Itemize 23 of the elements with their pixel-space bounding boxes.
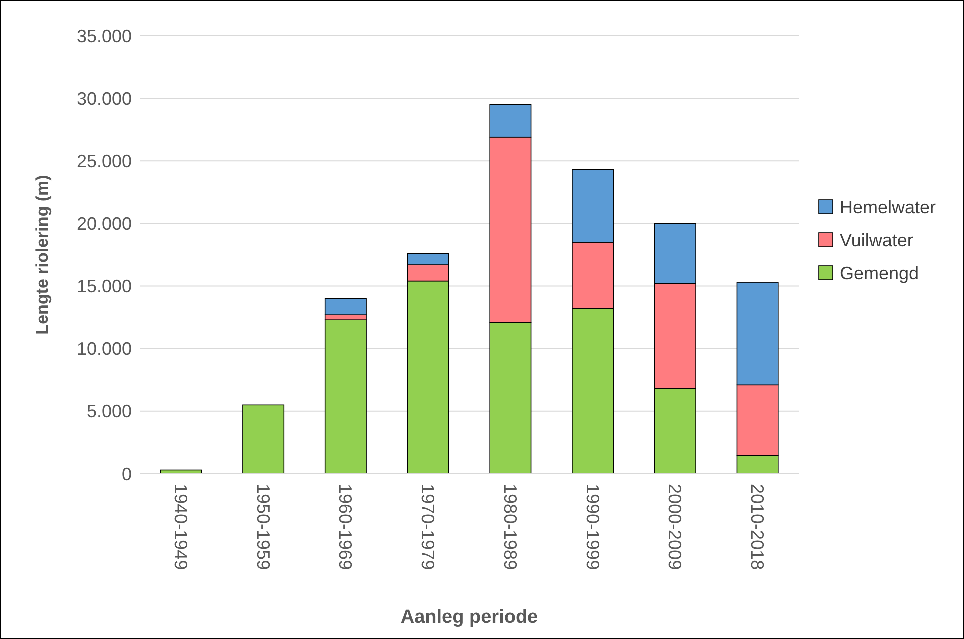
x-tick-label: 2010-2018 [748, 484, 768, 570]
legend-label: Gemengd [840, 263, 920, 284]
x-tick-label: 1990-1999 [582, 484, 603, 570]
y-tick-label: 0 [122, 464, 132, 484]
y-tick-label: 5.000 [86, 402, 132, 422]
y-tick-label: 20.000 [76, 214, 132, 234]
x-tick-label: 1980-1989 [500, 484, 520, 570]
x-axis-title: Aanleg periode [400, 607, 538, 628]
y-axis-title: Lengte riolering (m) [33, 175, 52, 335]
bar [324, 320, 367, 474]
x-tick-label: 1960-1969 [336, 484, 356, 570]
bar [242, 404, 285, 474]
y-tick-label: 35.000 [76, 26, 132, 46]
y-tick-label: 25.000 [76, 151, 132, 172]
x-tick-label: 1970-1979 [418, 484, 438, 570]
y-tick-label: 15.000 [76, 276, 132, 297]
y-tick-label: 10.000 [76, 339, 132, 360]
y-tick-label: 30.000 [76, 88, 132, 109]
x-tick-label: 1950-1959 [253, 484, 274, 570]
legend-label: Hemelwater [840, 197, 936, 218]
x-tick-label: 1940-1949 [170, 484, 191, 570]
legend-label: Vuilwater [840, 230, 914, 250]
x-tick-label: 2000-2009 [665, 484, 686, 570]
